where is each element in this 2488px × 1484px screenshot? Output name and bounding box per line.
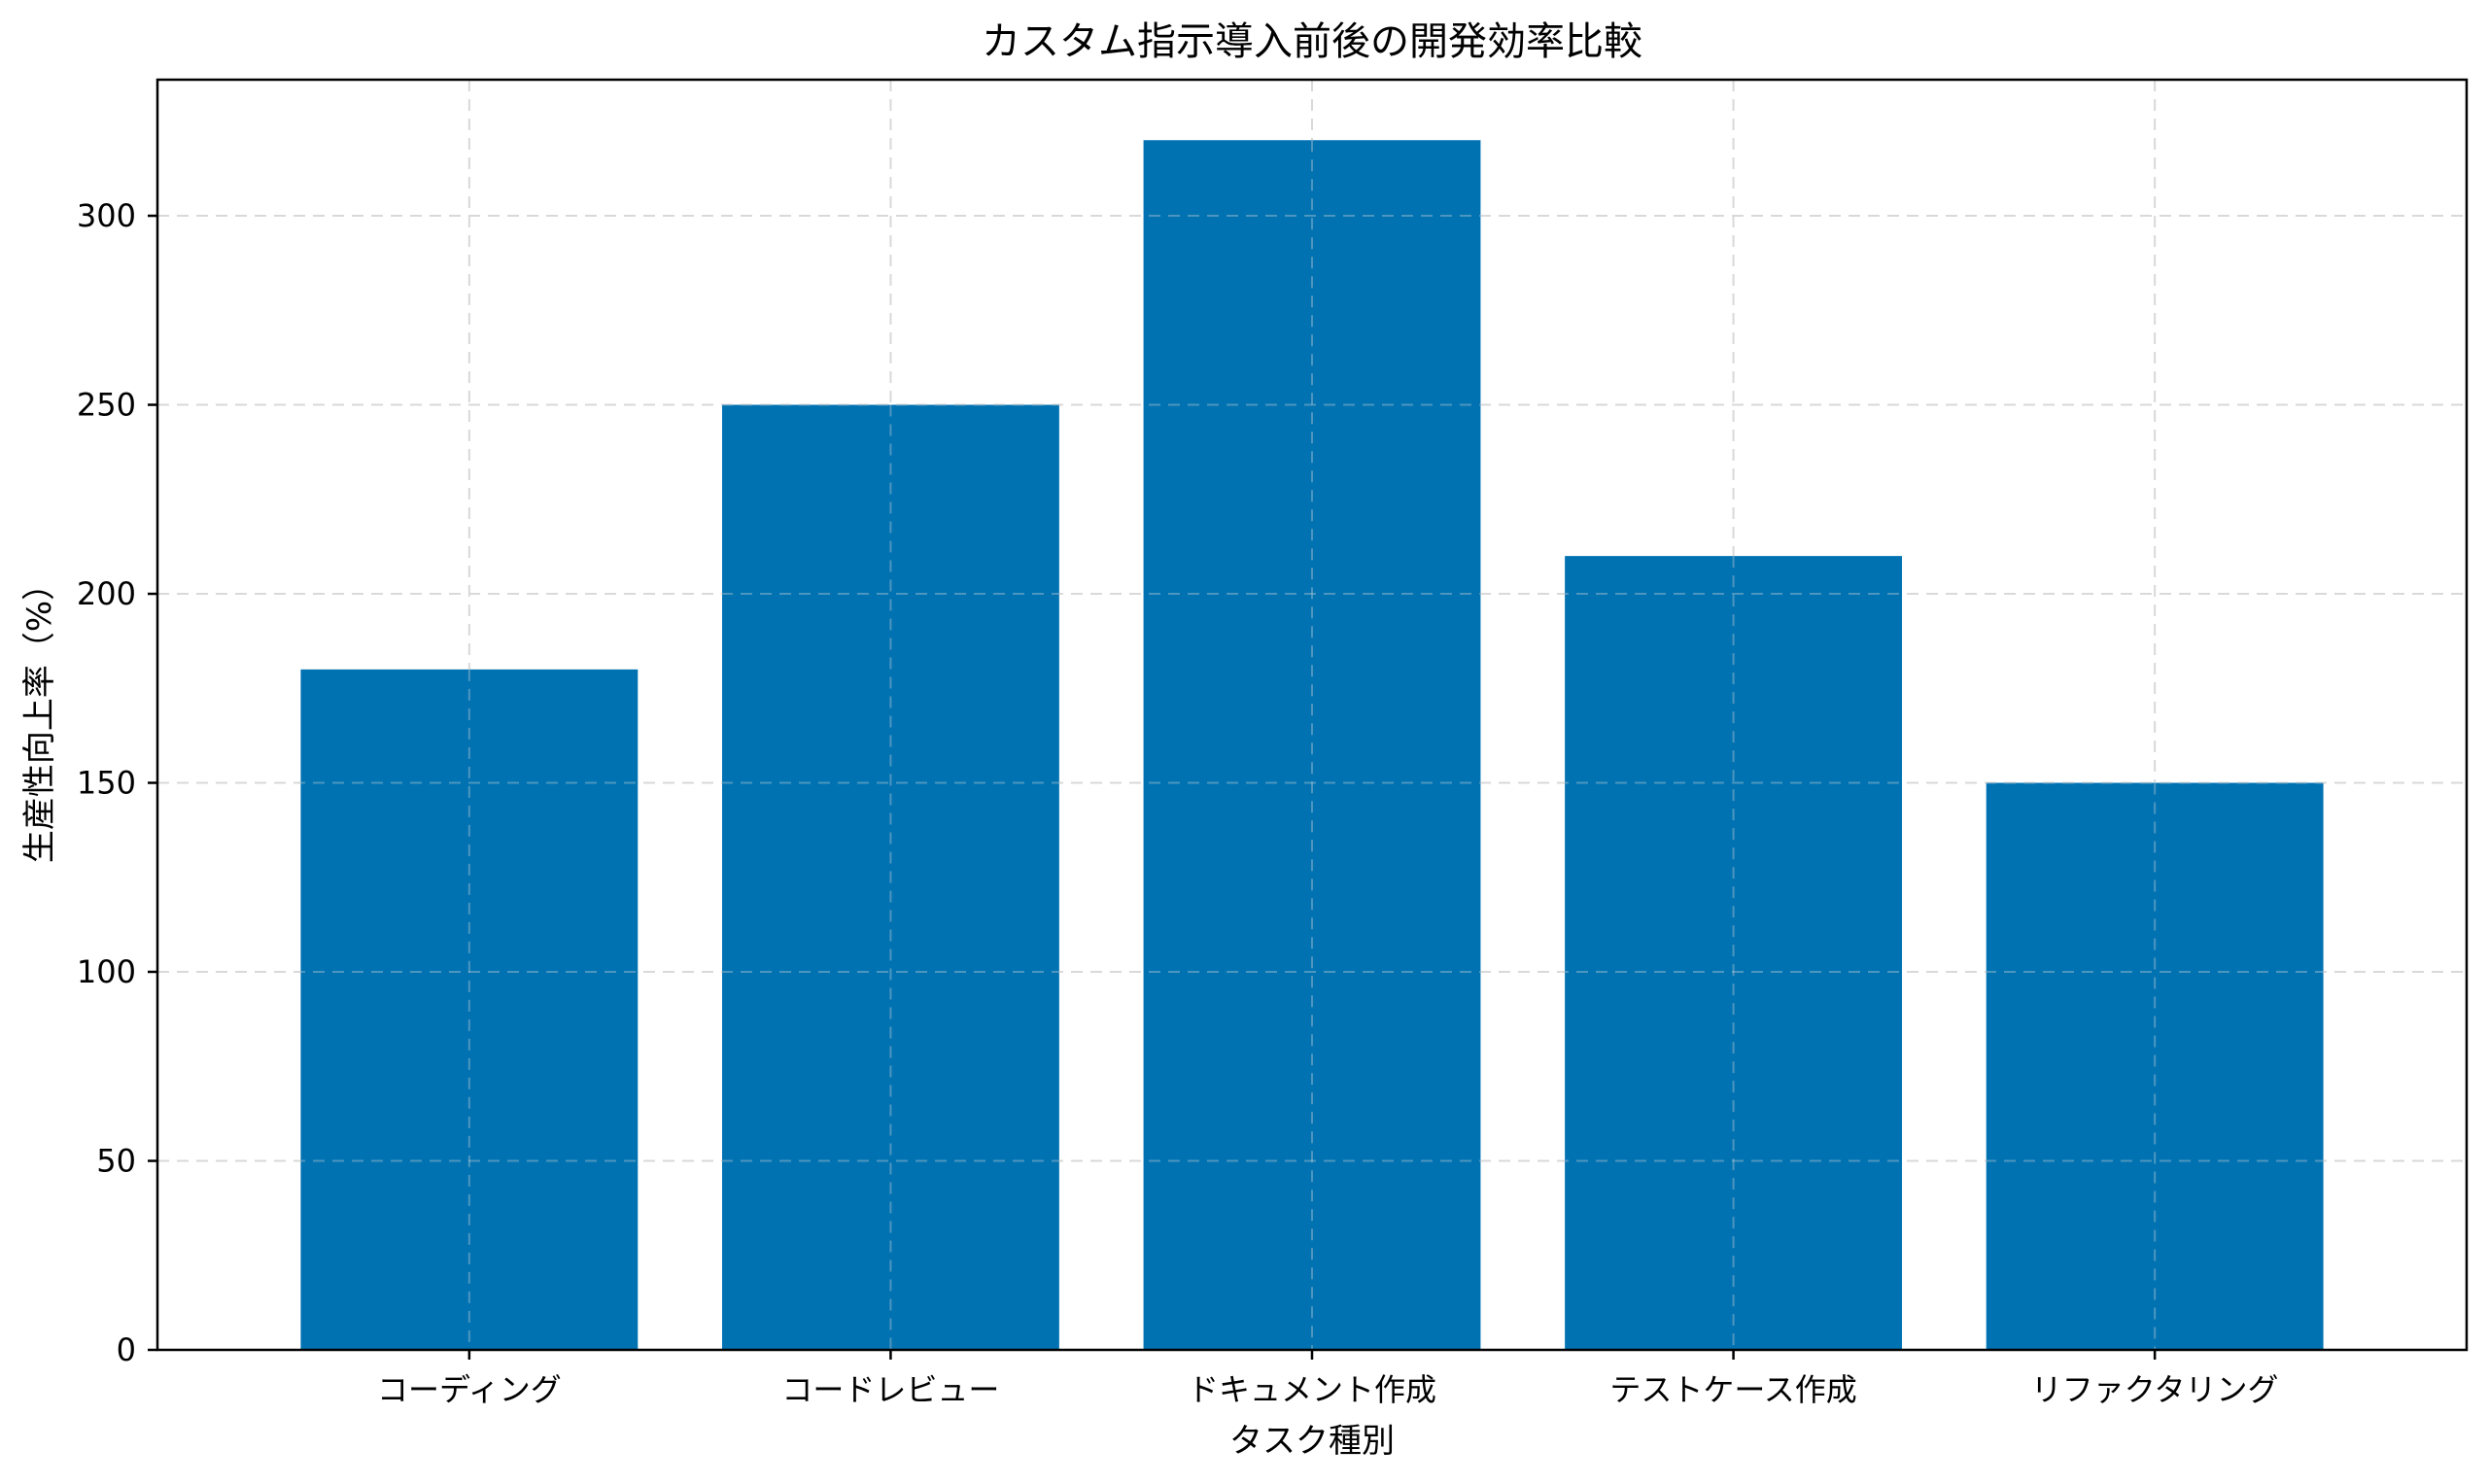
y-tick-label: 50 bbox=[96, 1143, 136, 1180]
x-tick-label: リファクタリング bbox=[2031, 1371, 2279, 1408]
x-tick-label: テストケース作成 bbox=[1609, 1371, 1856, 1408]
bar bbox=[721, 404, 1059, 1350]
x-tick-label: ドキュメント作成 bbox=[1188, 1371, 1436, 1408]
y-tick-label: 250 bbox=[77, 387, 136, 424]
bar bbox=[1565, 556, 1903, 1350]
y-tick-label: 200 bbox=[77, 575, 136, 612]
x-axis-label: タスク種別 bbox=[1229, 1422, 1395, 1461]
x-axis-ticks: コーディング コードレビュー ドキュメント作成 テストケース作成 リファクタリング bbox=[377, 1350, 2279, 1408]
x-tick-label: コーディング bbox=[377, 1371, 562, 1408]
bar bbox=[1986, 782, 2324, 1350]
y-tick-label: 150 bbox=[77, 765, 136, 802]
bar bbox=[1143, 140, 1481, 1351]
y-tick-label: 100 bbox=[77, 953, 136, 990]
y-axis-ticks: 0 50 100 150 200 250 300 bbox=[77, 197, 157, 1368]
chart-title: カスタム指示導入前後の開発効率比較 bbox=[982, 19, 1642, 64]
y-axis-label: 生産性向上率（%） bbox=[20, 568, 59, 863]
grid-lines-overlay bbox=[157, 140, 2467, 1351]
x-tick-label: コードレビュー bbox=[781, 1371, 999, 1408]
bar bbox=[300, 669, 639, 1350]
bars bbox=[300, 140, 2324, 1351]
y-tick-label: 0 bbox=[117, 1331, 136, 1368]
y-tick-label: 300 bbox=[77, 197, 136, 234]
